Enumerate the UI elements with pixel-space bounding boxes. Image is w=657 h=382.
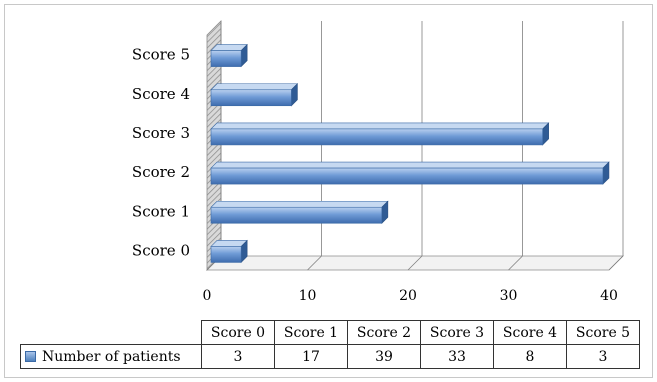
gridline-floor	[307, 255, 322, 271]
y-tick-label: Score 2	[132, 163, 190, 181]
data-table-value: 3	[201, 344, 275, 369]
y-tick-label: Score 0	[132, 241, 190, 259]
data-table-value: 3	[566, 344, 640, 369]
data-table-value: 17	[274, 344, 348, 369]
data-table-category: Score 3	[420, 320, 494, 345]
data-table-category: Score 5	[566, 320, 640, 345]
y-tick-label: Score 3	[132, 124, 190, 142]
data-table: Score 0 Score 1 Score 2 Score 3 Score 4 …	[20, 320, 640, 369]
data-table-category: Score 4	[493, 320, 567, 345]
x-tick-label: 20	[399, 288, 417, 304]
series-name: Number of patients	[42, 348, 181, 365]
gridline-floor	[608, 255, 624, 271]
bar	[210, 128, 543, 146]
y-tick-label: Score 4	[132, 85, 190, 103]
data-table-value: 8	[493, 344, 567, 369]
x-tick-label: 10	[299, 288, 317, 304]
gridline-floor	[407, 255, 423, 271]
bar	[210, 206, 383, 224]
bar	[210, 246, 242, 263]
data-table-category: Score 0	[201, 320, 275, 345]
data-table-series-row: Number of patients 3 17 39 33 8 3	[20, 344, 640, 369]
bar	[210, 89, 292, 107]
legend-swatch-icon	[25, 351, 36, 362]
bar-top	[210, 200, 389, 208]
chart-frame	[4, 4, 653, 378]
bar-top	[210, 161, 610, 169]
data-table-value: 33	[420, 344, 494, 369]
legend-entry: Number of patients	[20, 344, 202, 369]
bar	[210, 50, 242, 67]
bar-top	[210, 122, 550, 130]
data-table-category: Score 2	[347, 320, 421, 345]
x-tick-label: 30	[500, 288, 518, 304]
data-table-category: Score 1	[274, 320, 348, 345]
gridline-floor	[508, 255, 523, 271]
y-tick-label: Score 5	[132, 46, 190, 64]
data-table-corner	[21, 321, 202, 345]
data-table-value: 39	[347, 344, 421, 369]
x-tick-label: 0	[203, 288, 212, 304]
bar	[210, 167, 604, 185]
x-tick-label: 40	[600, 288, 618, 304]
y-tick-label: Score 1	[132, 202, 190, 220]
bar-top	[210, 83, 299, 91]
data-table-header-row: Score 0 Score 1 Score 2 Score 3 Score 4 …	[21, 320, 640, 345]
